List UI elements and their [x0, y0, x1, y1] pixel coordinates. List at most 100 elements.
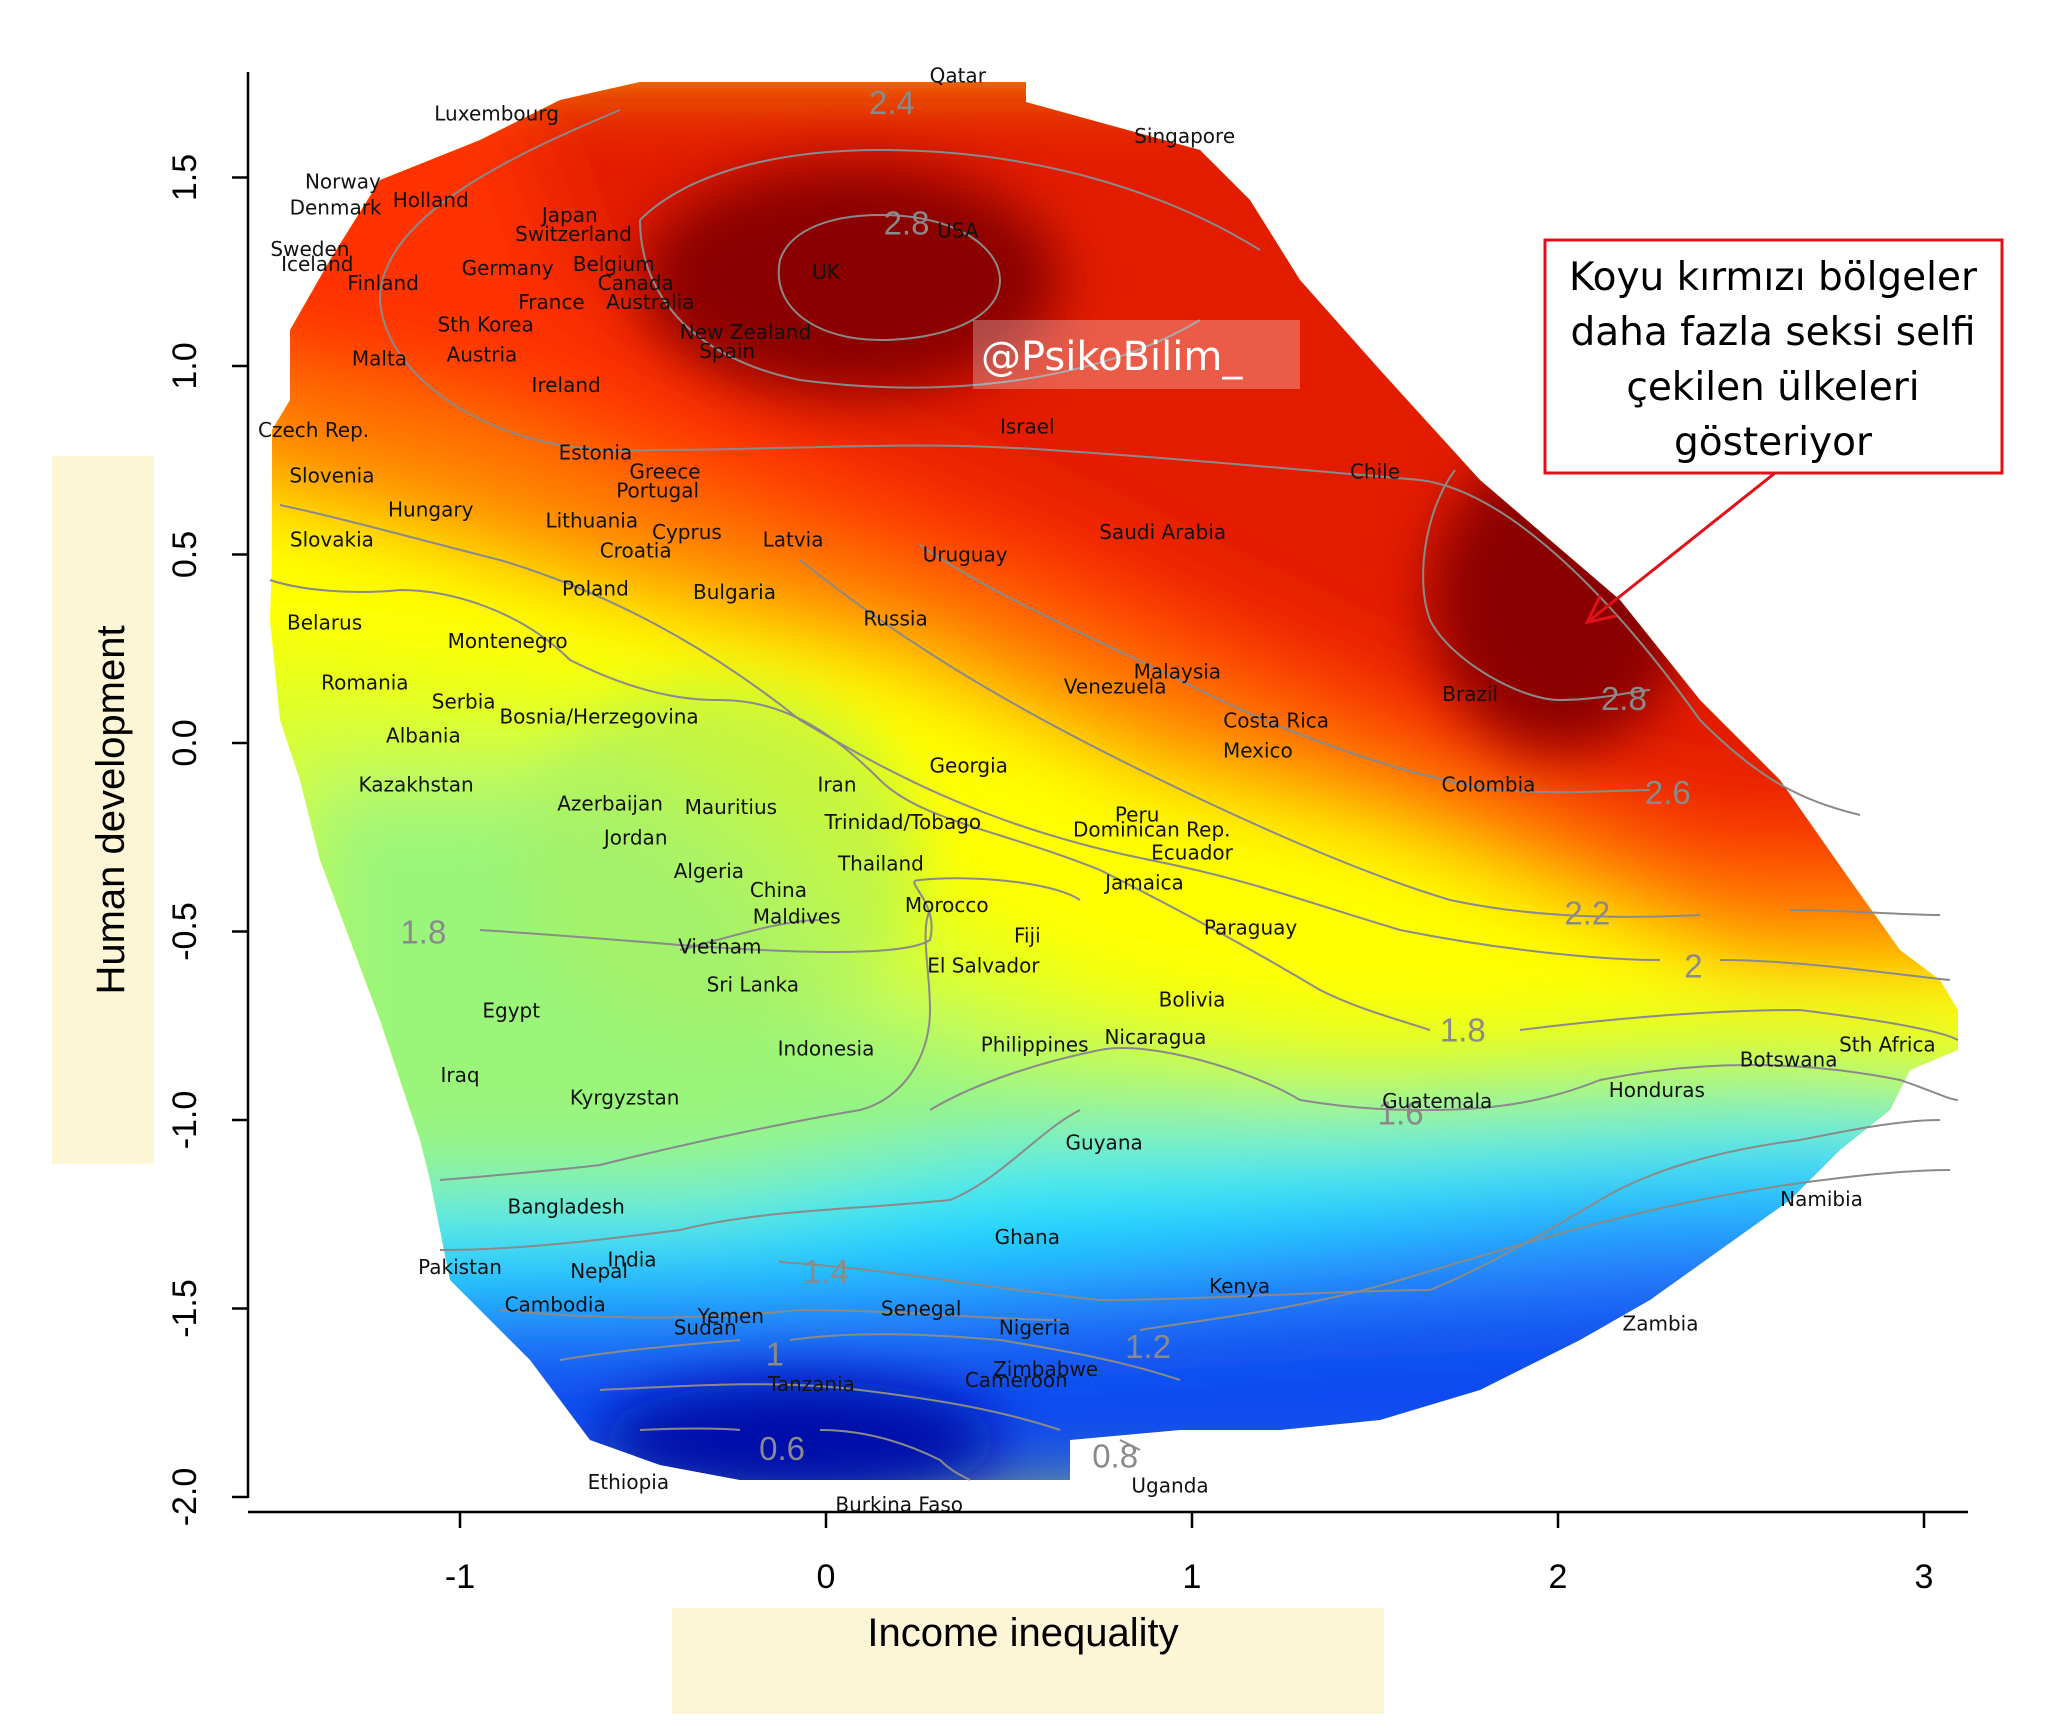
- contour-label: 2.8: [884, 205, 930, 242]
- country-label: Romania: [321, 671, 408, 695]
- country-label: Singapore: [1134, 124, 1235, 148]
- contour-line-1-6: [439, 909, 1959, 1181]
- xlabel-highlight: [672, 1608, 1384, 1714]
- contour-line-2: [279, 504, 1951, 981]
- country-label: Venezuela: [1064, 674, 1167, 698]
- country-label: El Salvador: [927, 953, 1040, 977]
- contour-line-1: [559, 1333, 1181, 1381]
- contour-label: 0.8: [1092, 1438, 1138, 1475]
- contour-label: 2.2: [1564, 895, 1610, 932]
- country-label: Colombia: [1441, 772, 1535, 796]
- country-label: Bulgaria: [693, 580, 776, 604]
- country-label: Vietnam: [678, 935, 761, 959]
- country-label: Dominican Rep.: [1073, 818, 1231, 842]
- country-label: France: [518, 290, 585, 314]
- contour-line-1-8-left: [479, 877, 1081, 953]
- contour-labels: 2.4 2.8 2.8 2.6 2.2 2 1.8 1.8 1.6 1.4 1.2 1 0.8 0.6: [400, 84, 1702, 1474]
- country-label: Maldives: [753, 904, 841, 928]
- country-label: Trinidad/Tobago: [824, 810, 982, 834]
- x-tick-label: 2: [1549, 1558, 1568, 1596]
- country-label: Canada: [598, 271, 674, 295]
- country-label: Bolivia: [1159, 987, 1226, 1011]
- x-axis-title: Income inequality: [867, 1611, 1178, 1655]
- country-label: Austria: [447, 343, 518, 367]
- country-label: Jordan: [602, 825, 668, 849]
- country-label: Russia: [863, 607, 927, 631]
- country-label: Switzerland: [515, 222, 632, 246]
- ylabel-highlight: [52, 456, 154, 1164]
- country-label: Namibia: [1780, 1187, 1863, 1211]
- callout-line: gösteriyor: [1674, 420, 1873, 465]
- contour-label: 2.8: [1601, 680, 1647, 717]
- y-tick-label: -1.5: [166, 1279, 204, 1338]
- contour-line-0-6: [639, 1427, 971, 1481]
- country-label: Israel: [1000, 414, 1055, 438]
- watermark-box: [973, 320, 1300, 389]
- country-label: Ghana: [995, 1225, 1060, 1249]
- x-axis-ticks: -1 0 1 2 3: [445, 1512, 1933, 1596]
- country-label: Costa Rica: [1223, 708, 1329, 732]
- country-label: Malaysia: [1134, 659, 1221, 683]
- country-label: Qatar: [930, 64, 987, 88]
- country-label: Jamaica: [1103, 870, 1184, 894]
- contour-line-2-2: [799, 559, 1941, 918]
- country-label: Iran: [817, 772, 856, 796]
- country-label: Azerbaijan: [557, 791, 663, 815]
- callout-arrowhead: [1584, 594, 1617, 625]
- contour-line-1-4: [439, 1109, 1941, 1302]
- country-label: Portugal: [616, 478, 699, 502]
- contour-line-1-8-lower: [269, 579, 1959, 1041]
- country-label: Yemen: [697, 1304, 764, 1328]
- x-tick-label: 0: [817, 1558, 836, 1596]
- country-label: India: [607, 1247, 656, 1271]
- axes: [246, 72, 1968, 1514]
- country-label: Slovenia: [289, 463, 374, 487]
- country-label: Malta: [352, 346, 407, 370]
- country-label: Paraguay: [1204, 916, 1298, 940]
- callout-line: daha fazla seksi selfi: [1570, 310, 1975, 355]
- country-label: Zambia: [1623, 1312, 1699, 1336]
- contour-label: 1.8: [1440, 1012, 1486, 1049]
- y-axis-ticks: -2.0 -1.5 -1.0 -0.5 0.0 0.5 1.0 1.5: [166, 154, 248, 1526]
- country-label: Senegal: [881, 1297, 962, 1321]
- country-label: Sri Lanka: [707, 972, 799, 996]
- country-labels: Qatar Luxembourg Singapore Norway Denmark Hol…: [258, 64, 1936, 1517]
- y-tick-label: 1.5: [166, 154, 204, 201]
- country-label: Denmark: [290, 196, 382, 220]
- country-label: New Zealand: [680, 320, 811, 344]
- country-label: Cyprus: [652, 520, 722, 544]
- country-label: Chile: [1350, 460, 1400, 484]
- country-label: Australia: [606, 290, 694, 314]
- callout-text: Koyu kırmızı bölgeler daha fazla seksi se…: [1569, 255, 1978, 465]
- contour-line-2-6: [919, 544, 1651, 794]
- country-label: Kenya: [1209, 1274, 1270, 1298]
- country-label: Finland: [347, 271, 418, 295]
- country-label: Zimbabwe: [993, 1357, 1098, 1381]
- country-label: Belgium: [573, 252, 655, 276]
- y-tick-label: 0.5: [166, 531, 204, 578]
- country-label: Nigeria: [999, 1315, 1071, 1339]
- country-label: Nicaragua: [1104, 1025, 1206, 1049]
- country-label: Holland: [393, 188, 469, 212]
- contour-label: 1.8: [400, 914, 446, 951]
- country-label: Bosnia/Herzegovina: [499, 705, 698, 729]
- country-label: Estonia: [559, 441, 633, 465]
- callout-line: çekilen ülkeleri: [1626, 365, 1919, 410]
- country-label: USA: [937, 218, 979, 242]
- country-label: Pakistan: [418, 1255, 502, 1279]
- country-label: Norway: [305, 169, 381, 193]
- country-label: Germany: [462, 256, 554, 280]
- country-label: Ecuador: [1151, 840, 1233, 864]
- country-label: Botswana: [1740, 1048, 1838, 1072]
- country-label: Lithuania: [545, 509, 638, 533]
- y-axis-title: Human development: [89, 625, 133, 994]
- contour-line-2-8-right: [1422, 469, 1651, 702]
- contour-line-2-4: [378, 109, 1861, 816]
- contour-label: 1: [766, 1336, 784, 1373]
- country-label: Georgia: [930, 754, 1008, 778]
- contour-line-0-8: [599, 1383, 1141, 1451]
- country-label: Hungary: [388, 497, 474, 521]
- country-label: Spain: [699, 339, 755, 363]
- country-label: Ireland: [532, 373, 601, 397]
